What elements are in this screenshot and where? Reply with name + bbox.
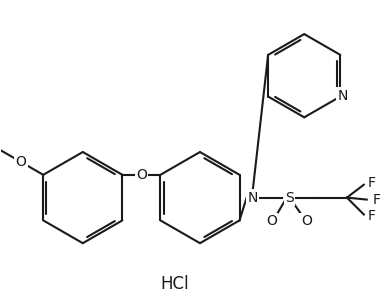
Text: F: F [368,209,376,223]
Text: O: O [301,214,312,229]
Text: O: O [15,155,26,169]
Text: N: N [337,88,348,103]
Text: O: O [266,214,277,229]
Text: N: N [247,191,258,205]
Text: HCl: HCl [161,275,189,293]
Text: S: S [285,191,294,205]
Text: F: F [368,176,376,190]
Text: F: F [373,192,381,207]
Text: O: O [136,168,147,182]
